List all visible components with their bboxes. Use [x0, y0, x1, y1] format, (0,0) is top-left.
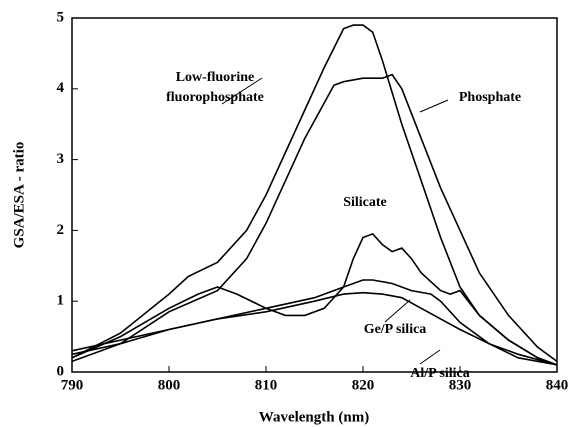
series-annotation: Silicate [343, 195, 387, 210]
series-line [71, 73, 558, 363]
leader-line [384, 299, 411, 323]
y-axis-label: GSA/ESA - ratio [11, 142, 27, 249]
leader-line [419, 349, 441, 365]
x-tick-label: 800 [158, 377, 181, 393]
x-tick-label: 790 [61, 377, 84, 393]
leader-line [419, 99, 449, 113]
x-axis-label: Wavelength (nm) [259, 409, 369, 425]
y-tick-label: 0 [57, 363, 65, 379]
y-tick-label: 1 [57, 293, 65, 309]
y-tick-label: 4 [57, 80, 65, 96]
x-tick-label: 820 [352, 377, 375, 393]
series-line [71, 232, 558, 366]
y-tick-label: 2 [57, 222, 65, 238]
series-annotation: Ge/P silica [363, 322, 427, 337]
series-line [71, 291, 558, 366]
x-tick-label: 810 [255, 377, 278, 393]
leader-line [221, 77, 263, 105]
x-tick-label: 830 [449, 377, 472, 393]
y-tick-label: 5 [57, 9, 65, 25]
series-line [71, 24, 558, 366]
series-annotation: Low-fluorine fluorophosphate [166, 70, 264, 105]
series-annotation: Phosphate [458, 90, 522, 105]
leader-lines [221, 77, 449, 365]
x-tick-label: 840 [546, 377, 569, 393]
y-tick-label: 3 [57, 151, 65, 167]
series-annotation: Al/P silica [410, 366, 470, 381]
plot-frame [71, 17, 558, 373]
